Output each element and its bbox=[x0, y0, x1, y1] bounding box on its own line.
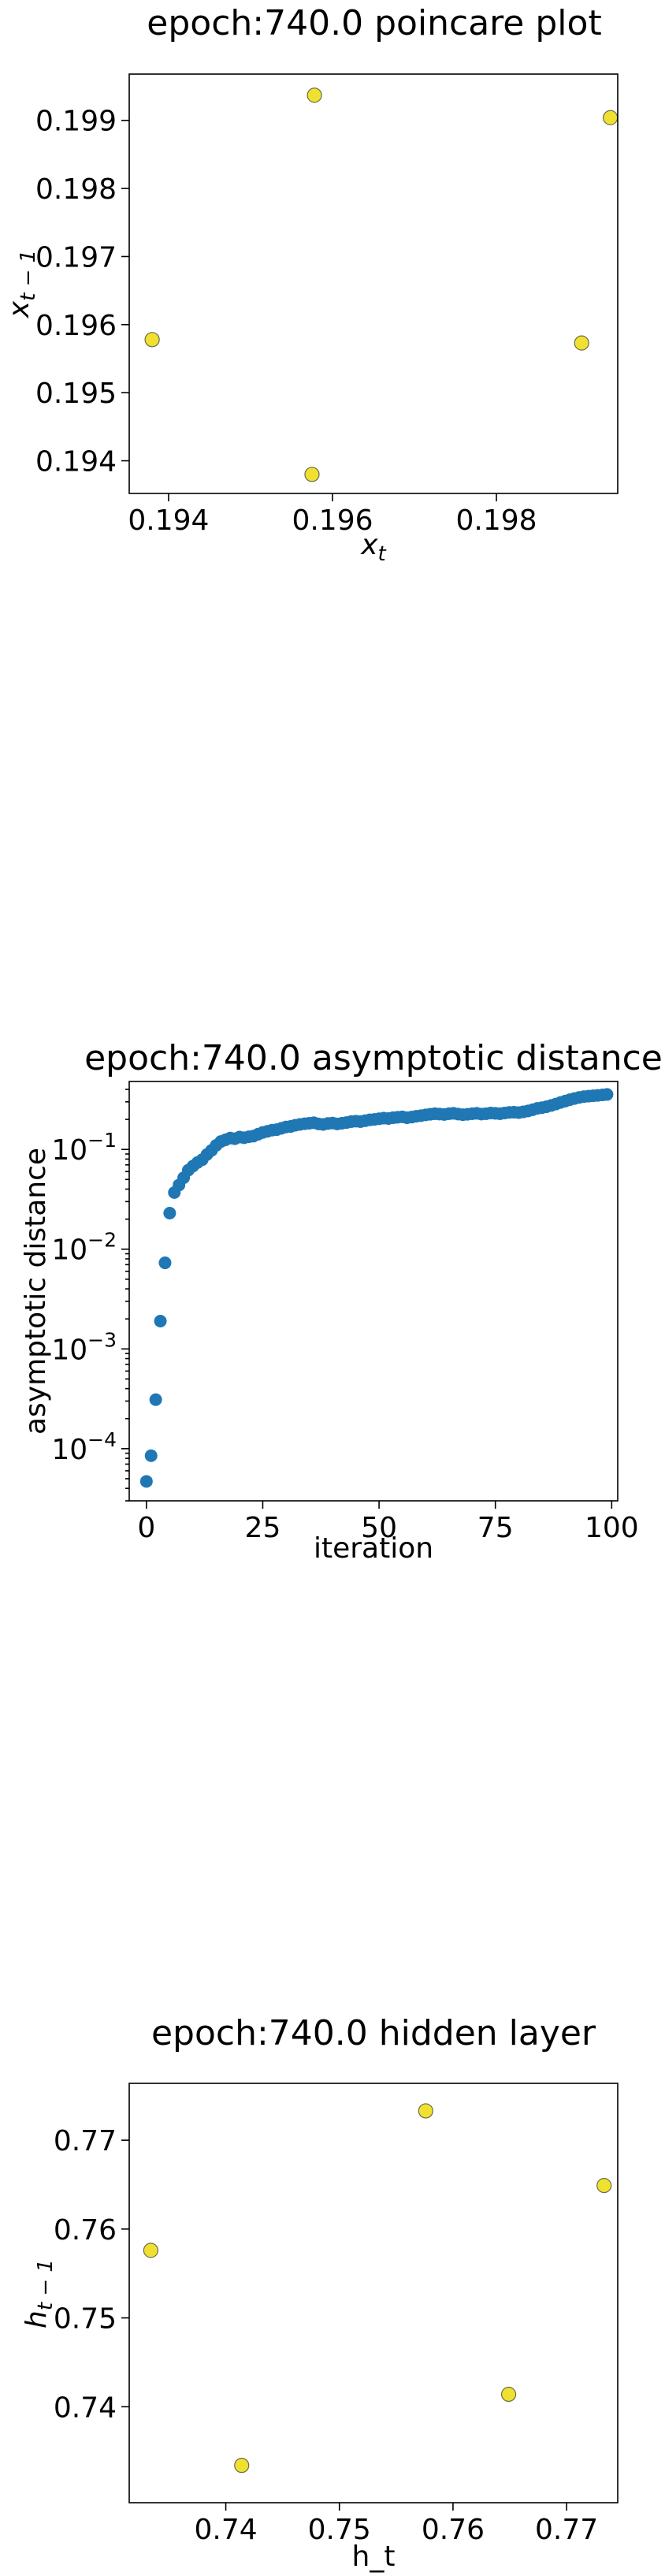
chart-title: epoch:740.0 hidden layer bbox=[151, 2013, 596, 2053]
data-point bbox=[163, 1206, 176, 1219]
data-point bbox=[139, 1475, 153, 1488]
data-point bbox=[234, 2458, 250, 2474]
x-tick-label: 25 bbox=[245, 1512, 281, 1544]
x-tick-label: 0.198 bbox=[456, 504, 537, 537]
x-tick-label: 100 bbox=[585, 1512, 639, 1544]
data-point bbox=[500, 2386, 517, 2403]
x-axis-ticks: 0.194 0.196 0.198 bbox=[128, 493, 537, 537]
x-tick-label: 0.75 bbox=[308, 2514, 371, 2546]
data-point bbox=[149, 1393, 162, 1406]
data-point bbox=[158, 1256, 172, 1270]
x-tick-label: 0.77 bbox=[535, 2514, 598, 2546]
x-tick-label: 50 bbox=[361, 1512, 397, 1544]
y-axis-label: xt − 1 bbox=[3, 250, 40, 318]
poincare-plot-chart: epoch:740.0 poincare plot 0.194 0.196 0.19… bbox=[3, 3, 619, 566]
y-tick-label: 10−2 bbox=[51, 1229, 117, 1267]
x-axis-label: xt bbox=[360, 529, 386, 566]
chart-title: epoch:740.0 poincare plot bbox=[147, 3, 601, 43]
y-axis-ticks: 0.194 0.195 0.196 0.197 0.198 0.199 bbox=[35, 106, 129, 478]
x-tick-label: 0.196 bbox=[292, 504, 373, 537]
hidden-layer-points bbox=[143, 2103, 612, 2474]
plot-frame bbox=[128, 73, 619, 494]
data-point bbox=[306, 87, 322, 103]
x-tick-label: 0.76 bbox=[422, 2514, 485, 2546]
y-tick-label: 10−4 bbox=[51, 1428, 117, 1466]
x-axis-label: h_t bbox=[352, 2541, 396, 2573]
chart-title: epoch:740.0 asymptotic distance bbox=[84, 1038, 663, 1078]
data-point bbox=[574, 335, 589, 351]
data-point bbox=[143, 2243, 158, 2258]
y-tick-label: 10−1 bbox=[51, 1129, 117, 1167]
y-tick-label: 0.76 bbox=[54, 2214, 117, 2247]
data-point bbox=[596, 2178, 612, 2194]
x-tick-label: 75 bbox=[477, 1512, 514, 1544]
x-tick-label: 0.194 bbox=[128, 504, 209, 537]
x-tick-label: 0.74 bbox=[194, 2514, 257, 2546]
data-point bbox=[603, 110, 619, 125]
x-axis-label: iteration bbox=[314, 1532, 433, 1565]
plot-frame bbox=[128, 1081, 619, 1502]
y-tick-label: 0.198 bbox=[35, 173, 117, 206]
y-axis-label: asymptotic distance bbox=[20, 1148, 52, 1435]
y-axis-label: ht − 1 bbox=[20, 2259, 58, 2328]
y-tick-label: 0.74 bbox=[54, 2392, 117, 2424]
y-axis-ticks: 0.74 0.75 0.76 0.77 bbox=[54, 2125, 129, 2424]
y-tick-label: 0.194 bbox=[35, 446, 117, 478]
asymptotic-distance-chart: epoch:740.0 asymptotic distance 0 25 50 75 1… bbox=[20, 1038, 663, 1565]
asymptotic-distance-points bbox=[139, 1088, 614, 1488]
poincare-plot-points bbox=[144, 87, 619, 482]
y-tick-label: 0.77 bbox=[54, 2125, 117, 2157]
data-point bbox=[418, 2103, 433, 2119]
hidden-layer-chart: epoch:740.0 hidden layer 0.74 0.75 0.76 0.7… bbox=[20, 2013, 619, 2573]
y-tick-label: 0.197 bbox=[35, 241, 117, 274]
data-point bbox=[154, 1315, 167, 1328]
data-point bbox=[144, 332, 160, 348]
y-tick-label: 0.196 bbox=[35, 310, 117, 342]
y-tick-label: 10−3 bbox=[51, 1328, 117, 1366]
y-tick-label: 0.199 bbox=[35, 106, 117, 138]
x-axis-ticks: 0 25 50 75 100 bbox=[137, 1501, 639, 1544]
y-tick-label: 0.75 bbox=[54, 2303, 117, 2336]
plot-frame bbox=[128, 2083, 619, 2503]
data-point bbox=[144, 1449, 158, 1462]
y-tick-label: 0.195 bbox=[35, 378, 117, 410]
x-tick-label: 0 bbox=[137, 1512, 155, 1544]
y-axis-ticks: 10−4 10−3 10−2 10−1 bbox=[51, 1089, 129, 1502]
data-point bbox=[600, 1088, 614, 1101]
data-point bbox=[304, 467, 320, 482]
x-axis-ticks: 0.74 0.75 0.76 0.77 bbox=[194, 2503, 598, 2546]
